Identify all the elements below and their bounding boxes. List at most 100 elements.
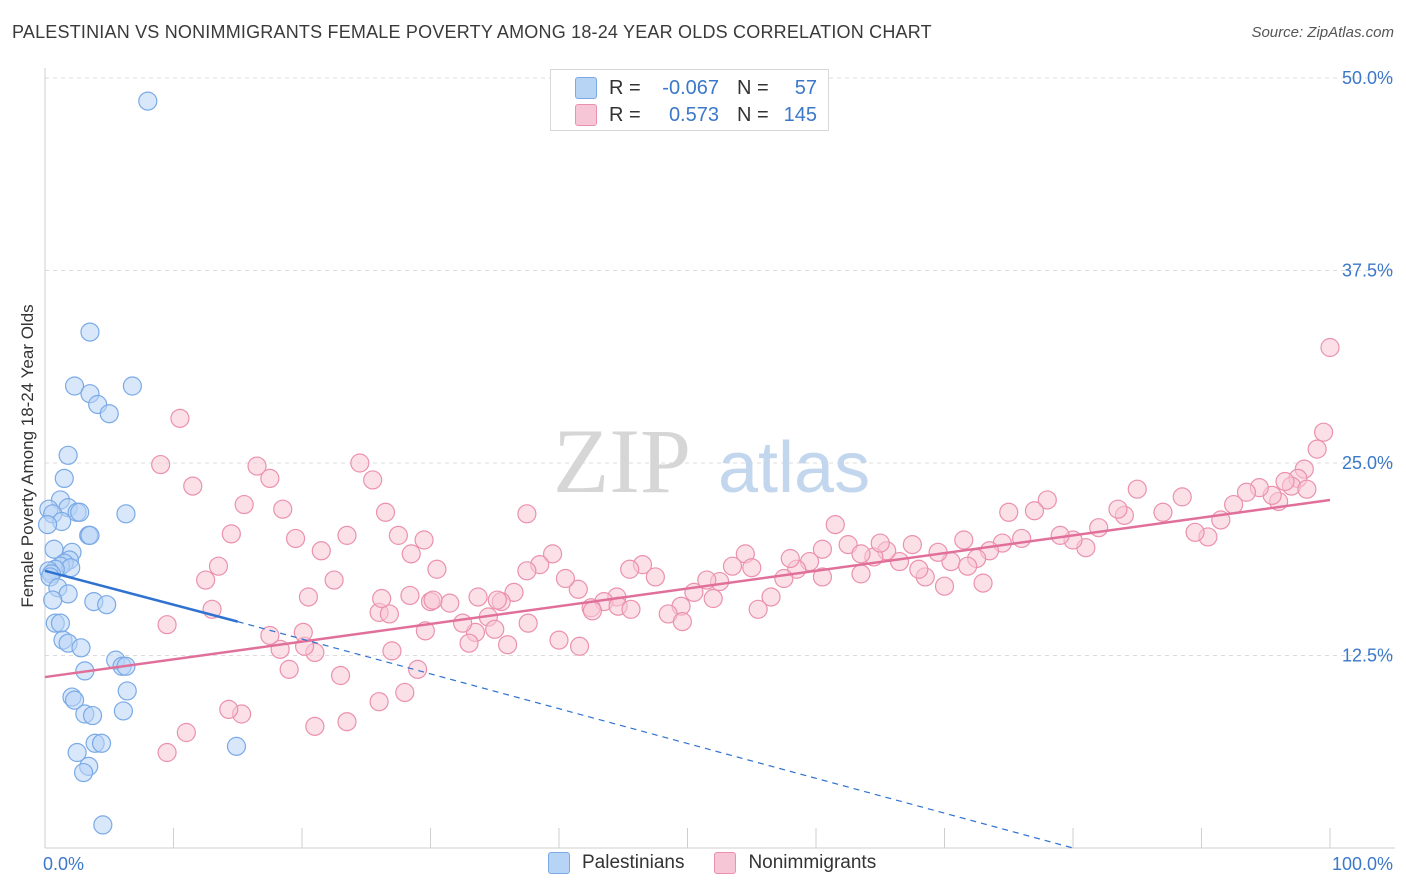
data-point <box>54 468 74 488</box>
data-point <box>80 525 100 545</box>
data-point <box>157 615 177 635</box>
legend-n-label: N = <box>737 76 769 99</box>
legend-row-nonimmigrants: R = 0.573 N = 145 <box>575 103 817 127</box>
data-point <box>838 535 858 555</box>
data-point <box>555 568 576 589</box>
data-point <box>43 590 63 610</box>
data-point <box>703 588 723 609</box>
legend-swatch-palestinians <box>575 77 597 99</box>
data-point <box>157 742 177 763</box>
data-point <box>954 530 974 550</box>
data-point <box>973 573 993 593</box>
data-point <box>80 322 100 342</box>
series-nonimmigrants <box>151 337 1340 763</box>
data-point <box>350 453 370 473</box>
y-tick-label: 37.5% <box>1342 261 1393 281</box>
data-point <box>909 559 929 579</box>
data-point <box>138 91 158 111</box>
legend-swatch-nonimmigrants <box>714 852 737 874</box>
data-point <box>183 476 203 496</box>
data-point <box>1236 482 1257 502</box>
data-point <box>97 595 117 615</box>
data-point <box>37 514 58 535</box>
data-point <box>427 559 447 579</box>
data-point <box>517 504 537 524</box>
data-point <box>549 630 569 650</box>
data-point <box>116 504 136 524</box>
data-point <box>337 712 357 732</box>
data-point <box>582 601 603 621</box>
data-point <box>812 539 833 559</box>
legend-swatch-nonimmigrants <box>575 104 597 126</box>
data-point <box>518 613 538 633</box>
data-point <box>117 681 137 701</box>
correlation-legend: R = -0.067 N = 57 R = 0.573 N = 145 <box>550 69 829 131</box>
data-point <box>369 692 389 712</box>
data-point <box>400 585 420 606</box>
data-point <box>1011 528 1032 549</box>
data-point <box>330 665 351 686</box>
legend-item-nonimmigrants: Nonimmigrants <box>714 852 876 874</box>
watermark: ZIP atlas <box>553 410 870 512</box>
legend-swatch-palestinians <box>548 852 570 874</box>
data-point <box>234 494 254 515</box>
legend-r-value: -0.067 <box>662 76 719 99</box>
watermark-atlas: atlas <box>718 428 870 508</box>
data-point <box>498 635 518 655</box>
data-point <box>176 722 196 743</box>
data-point <box>337 525 357 545</box>
data-point <box>1275 471 1295 492</box>
data-point <box>1320 337 1340 358</box>
trend-line-palestinians <box>44 569 239 623</box>
data-point <box>542 544 563 564</box>
data-point <box>1172 487 1192 507</box>
legend-item-palestinians: Palestinians <box>548 852 684 874</box>
data-point <box>459 633 479 653</box>
data-point <box>388 525 408 545</box>
y-tick-label: 50.0% <box>1342 68 1393 88</box>
data-point <box>934 576 955 596</box>
legend-n-value: 57 <box>794 76 817 99</box>
data-point <box>64 690 85 710</box>
data-point <box>1185 522 1205 542</box>
data-point <box>324 570 344 590</box>
data-point <box>722 556 743 576</box>
data-point <box>70 502 90 522</box>
data-point <box>50 613 71 633</box>
data-point <box>122 376 142 396</box>
legend-r-label: R = <box>609 76 641 99</box>
data-point <box>93 815 113 835</box>
tick-labels: 12.5% 25.0% 37.5% 50.0% 0.0% 100.0% <box>43 68 1393 874</box>
data-point <box>1037 490 1057 510</box>
data-point <box>825 514 845 535</box>
data-point <box>423 590 443 610</box>
data-point <box>226 736 247 756</box>
x-tick-label: 0.0% <box>43 854 84 874</box>
data-point <box>375 502 396 522</box>
legend-n-label: N = <box>737 103 769 126</box>
data-point <box>67 742 87 763</box>
data-point <box>279 659 299 679</box>
data-point <box>568 579 588 599</box>
data-point <box>305 716 325 736</box>
data-point <box>58 445 78 465</box>
data-point <box>1313 422 1334 442</box>
data-point <box>401 544 421 564</box>
data-point <box>208 556 229 576</box>
data-point <box>569 636 590 656</box>
trend-lines <box>44 498 1331 849</box>
data-point <box>672 612 692 632</box>
grid-lines <box>45 77 1395 656</box>
data-point <box>517 561 537 581</box>
data-point <box>1089 518 1109 538</box>
data-point <box>902 535 922 555</box>
data-point <box>91 733 112 753</box>
data-point <box>64 376 85 396</box>
data-point <box>71 638 91 658</box>
data-point <box>113 701 133 721</box>
data-point <box>151 454 171 475</box>
data-point <box>851 544 871 564</box>
legend-r-value: 0.573 <box>668 103 719 126</box>
data-point <box>379 604 399 624</box>
legend-r-label: R = <box>609 103 641 126</box>
